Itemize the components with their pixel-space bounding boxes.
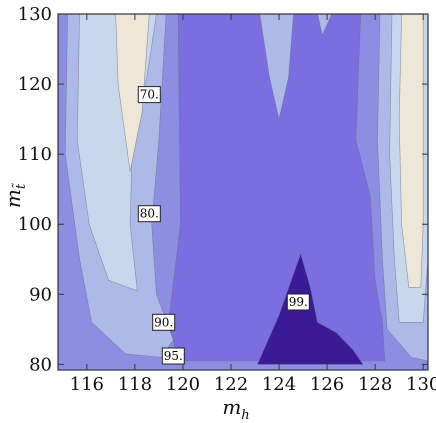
- contour-label: 99.: [286, 293, 310, 311]
- x-tick-label: 130: [406, 374, 436, 395]
- x-tick-label: 116: [70, 374, 104, 395]
- x-tick-label: 118: [118, 374, 152, 395]
- contour-label-box: [161, 347, 185, 365]
- y-tick-label: 100: [18, 214, 52, 235]
- contour-region-above-99-10: [256, 252, 364, 365]
- x-tick-label: 126: [310, 374, 344, 395]
- y-tick-label: 120: [18, 74, 52, 95]
- x-tick-label: 122: [214, 374, 248, 395]
- contour-region-below-70-9: [398, 14, 424, 288]
- contour-label-text: 90.: [154, 315, 173, 329]
- contour-region-80-90-3: [259, 14, 294, 120]
- contour-label-box: [137, 205, 161, 223]
- contour-label: 80.: [137, 205, 161, 223]
- contour-label-box: [137, 86, 161, 104]
- contour-label-box: [152, 313, 176, 331]
- y-tick-label: 80: [29, 354, 52, 375]
- contour-region-80-90-5: [317, 14, 333, 36]
- plot-frame: [57, 13, 429, 371]
- y-axis: 80 90 100 110 120 130: [18, 4, 428, 375]
- y-tick-label: 130: [18, 4, 52, 25]
- contour-label-text: 95.: [164, 349, 183, 363]
- x-tick-label: 120: [166, 374, 200, 395]
- contour-label-text: 70.: [140, 88, 159, 102]
- x-axis-label: mh: [222, 395, 249, 423]
- contour-label-text: 99.: [289, 295, 308, 309]
- contour-label-text: 80.: [140, 207, 159, 221]
- y-tick-label: 90: [29, 284, 52, 305]
- contour-label-box: [286, 293, 310, 311]
- y-axis-label: mt̃: [1, 183, 29, 208]
- x-tick-label: 128: [358, 374, 392, 395]
- contour-label: 70.: [137, 86, 161, 104]
- y-tick-label: 110: [18, 144, 52, 165]
- contour-label: 95.: [161, 347, 185, 365]
- x-axis: 116 118 120 122 124 126 128 130: [70, 14, 436, 395]
- contour-label: 90.: [152, 313, 176, 331]
- x-tick-label: 124: [262, 374, 296, 395]
- contour-regions: [58, 14, 428, 370]
- contour-region-below-70-8: [115, 14, 150, 172]
- contour-region-95-99-1: [168, 14, 386, 362]
- contour-labels: 70. 80. 90. 95. 99.: [137, 86, 310, 365]
